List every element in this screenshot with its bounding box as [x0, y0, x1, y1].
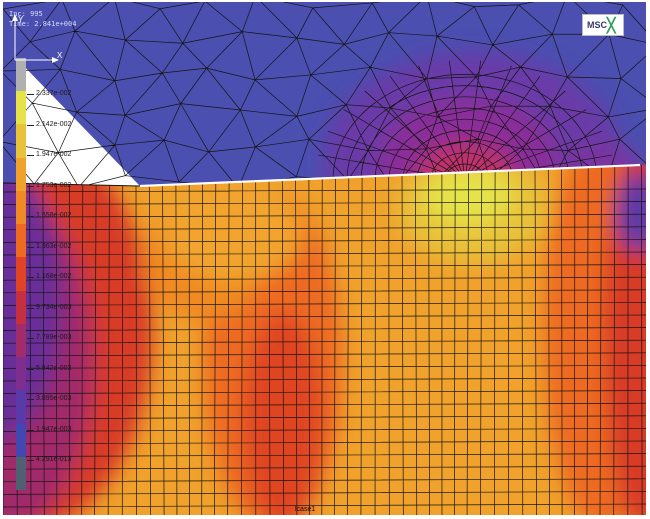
x-axis-label: X	[57, 51, 63, 60]
legend-swatch	[16, 157, 26, 192]
upper-mesh	[3, 2, 646, 186]
x-arrow-icon	[52, 57, 59, 63]
legend-label: 2.142e-002	[36, 120, 72, 128]
msc-logo: MSC ╳	[582, 14, 624, 36]
legend-tick	[27, 429, 34, 431]
legend-label: 3.895e-003	[36, 395, 72, 402]
legend-swatch	[16, 390, 26, 425]
legend-swatch	[16, 257, 26, 292]
legend-label: 2.337e-002	[36, 90, 72, 97]
legend-tick	[27, 155, 34, 156]
y-arrow-icon	[12, 14, 18, 21]
legend-tick	[27, 185, 34, 187]
legend-label: 1.363e-002	[36, 242, 72, 250]
legend-swatch	[16, 456, 26, 491]
legend-label: 7.789e-003	[36, 334, 72, 341]
legend-label: 1.947e-003	[36, 425, 72, 433]
legend-label: 1.947e-002	[36, 151, 72, 158]
legend-swatch	[16, 357, 26, 391]
legend-tick	[27, 399, 34, 400]
increment-readout: Inc: 995	[9, 10, 43, 18]
y-axis-label: Y	[18, 15, 24, 24]
logo-x-icon: ╳	[607, 17, 616, 33]
legend-tick	[27, 216, 34, 217]
lower-body	[3, 165, 646, 515]
legend-label: 1.168e-002	[36, 273, 72, 280]
legend-swatch	[16, 290, 26, 325]
logo-text: MSC	[587, 20, 607, 30]
legend-label: 9.734e-003	[36, 303, 72, 311]
legend-swatch	[16, 124, 26, 159]
legend-swatch	[16, 224, 26, 258]
legend-tick	[27, 368, 34, 370]
legend-tick	[27, 94, 34, 95]
legend-tick	[27, 338, 34, 339]
legend-tick	[27, 246, 34, 248]
legend-tick	[27, 124, 34, 126]
contour-viewport[interactable]: Inc: 995 Time: 2.841e+004 MSC ╳ 2.337e-0…	[3, 2, 646, 515]
time-readout: Time: 2.841e+004	[9, 20, 77, 28]
legend-swatch	[16, 91, 26, 125]
legend-label: 1.558e-002	[36, 212, 72, 219]
legend-label: 5.842e-003	[36, 364, 72, 372]
legend-swatch	[16, 58, 26, 92]
legend-swatch	[16, 190, 26, 225]
axis-triad: Y X	[12, 14, 63, 63]
lower-mesh	[3, 165, 646, 515]
legend-label: 1.753e-002	[36, 181, 72, 189]
load-case-label: lcase1	[295, 506, 316, 513]
legend-swatch	[16, 323, 26, 358]
legend-swatch	[16, 423, 26, 458]
legend-tick	[27, 277, 34, 278]
contour-plot	[3, 2, 646, 515]
legend-tick	[27, 460, 34, 461]
legend-tick	[27, 307, 34, 309]
contour-legend-bar	[16, 58, 26, 491]
legend-label: 4.291e-013	[36, 456, 72, 463]
